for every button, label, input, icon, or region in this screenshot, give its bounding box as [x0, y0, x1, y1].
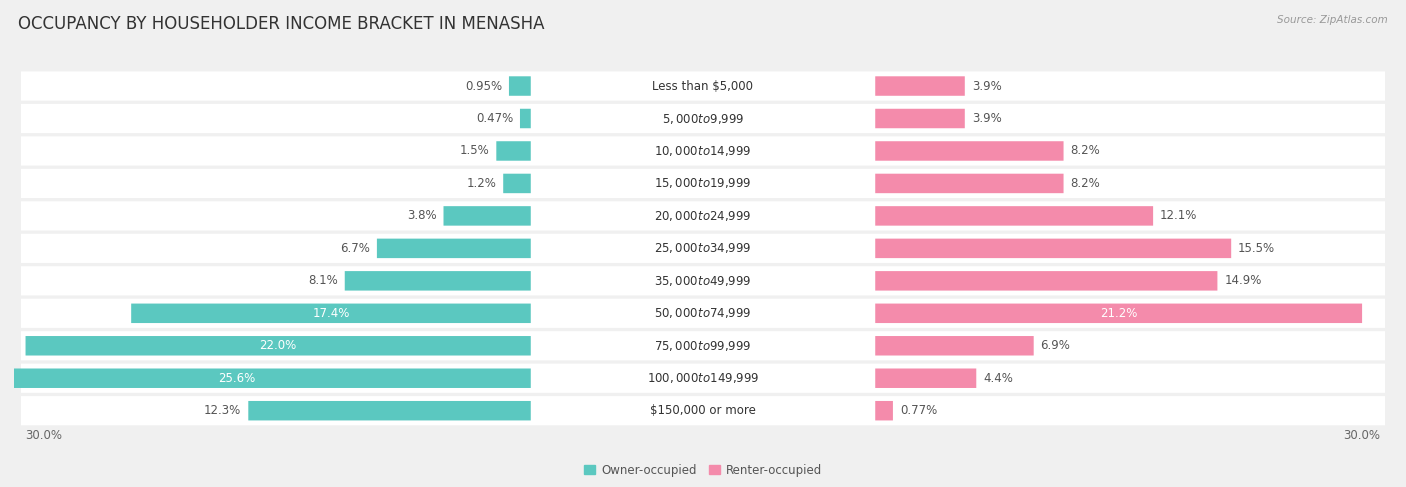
Text: 0.47%: 0.47%: [475, 112, 513, 125]
Text: 30.0%: 30.0%: [25, 429, 62, 442]
Text: $15,000 to $19,999: $15,000 to $19,999: [654, 176, 752, 190]
Text: 3.8%: 3.8%: [406, 209, 437, 223]
Text: 14.9%: 14.9%: [1225, 274, 1261, 287]
FancyBboxPatch shape: [21, 266, 1385, 296]
FancyBboxPatch shape: [443, 206, 531, 225]
Text: $100,000 to $149,999: $100,000 to $149,999: [647, 371, 759, 385]
Text: $5,000 to $9,999: $5,000 to $9,999: [662, 112, 744, 126]
FancyBboxPatch shape: [875, 109, 965, 128]
FancyBboxPatch shape: [509, 76, 531, 96]
FancyBboxPatch shape: [21, 104, 1385, 133]
Text: 17.4%: 17.4%: [312, 307, 350, 320]
FancyBboxPatch shape: [875, 303, 1362, 323]
FancyBboxPatch shape: [21, 234, 1385, 263]
Text: 6.7%: 6.7%: [340, 242, 370, 255]
Text: 12.1%: 12.1%: [1160, 209, 1198, 223]
Text: 12.3%: 12.3%: [204, 404, 242, 417]
Text: $20,000 to $24,999: $20,000 to $24,999: [654, 209, 752, 223]
Text: OCCUPANCY BY HOUSEHOLDER INCOME BRACKET IN MENASHA: OCCUPANCY BY HOUSEHOLDER INCOME BRACKET …: [18, 15, 544, 33]
Text: Source: ZipAtlas.com: Source: ZipAtlas.com: [1277, 15, 1388, 25]
FancyBboxPatch shape: [875, 271, 1218, 291]
FancyBboxPatch shape: [25, 336, 531, 356]
FancyBboxPatch shape: [875, 206, 1153, 225]
Text: $75,000 to $99,999: $75,000 to $99,999: [654, 339, 752, 353]
FancyBboxPatch shape: [875, 174, 1063, 193]
Text: $25,000 to $34,999: $25,000 to $34,999: [654, 242, 752, 255]
FancyBboxPatch shape: [21, 364, 1385, 393]
Text: $150,000 or more: $150,000 or more: [650, 404, 756, 417]
Text: $10,000 to $14,999: $10,000 to $14,999: [654, 144, 752, 158]
Text: 25.6%: 25.6%: [218, 372, 256, 385]
Text: 8.1%: 8.1%: [308, 274, 337, 287]
FancyBboxPatch shape: [21, 201, 1385, 230]
FancyBboxPatch shape: [21, 396, 1385, 425]
FancyBboxPatch shape: [249, 401, 531, 420]
Text: 4.4%: 4.4%: [983, 372, 1014, 385]
FancyBboxPatch shape: [21, 136, 1385, 166]
Text: 3.9%: 3.9%: [972, 112, 1001, 125]
Text: 8.2%: 8.2%: [1070, 177, 1099, 190]
FancyBboxPatch shape: [21, 169, 1385, 198]
Text: 1.5%: 1.5%: [460, 145, 489, 157]
FancyBboxPatch shape: [21, 299, 1385, 328]
Text: 1.2%: 1.2%: [467, 177, 496, 190]
Text: 30.0%: 30.0%: [1344, 429, 1381, 442]
Text: 6.9%: 6.9%: [1040, 339, 1070, 352]
Text: 0.77%: 0.77%: [900, 404, 936, 417]
FancyBboxPatch shape: [875, 239, 1232, 258]
FancyBboxPatch shape: [503, 174, 531, 193]
FancyBboxPatch shape: [0, 369, 531, 388]
FancyBboxPatch shape: [875, 141, 1063, 161]
Text: 22.0%: 22.0%: [260, 339, 297, 352]
Text: $35,000 to $49,999: $35,000 to $49,999: [654, 274, 752, 288]
FancyBboxPatch shape: [21, 72, 1385, 101]
FancyBboxPatch shape: [520, 109, 531, 128]
Text: 21.2%: 21.2%: [1099, 307, 1137, 320]
FancyBboxPatch shape: [377, 239, 531, 258]
FancyBboxPatch shape: [496, 141, 531, 161]
Text: Less than $5,000: Less than $5,000: [652, 79, 754, 93]
FancyBboxPatch shape: [875, 401, 893, 420]
FancyBboxPatch shape: [875, 369, 976, 388]
Text: 0.95%: 0.95%: [465, 79, 502, 93]
Text: 3.9%: 3.9%: [972, 79, 1001, 93]
FancyBboxPatch shape: [875, 336, 1033, 356]
Text: $50,000 to $74,999: $50,000 to $74,999: [654, 306, 752, 320]
FancyBboxPatch shape: [131, 303, 531, 323]
Text: 15.5%: 15.5%: [1239, 242, 1275, 255]
Text: 8.2%: 8.2%: [1070, 145, 1099, 157]
FancyBboxPatch shape: [344, 271, 531, 291]
FancyBboxPatch shape: [875, 76, 965, 96]
Legend: Owner-occupied, Renter-occupied: Owner-occupied, Renter-occupied: [579, 459, 827, 482]
FancyBboxPatch shape: [21, 331, 1385, 360]
